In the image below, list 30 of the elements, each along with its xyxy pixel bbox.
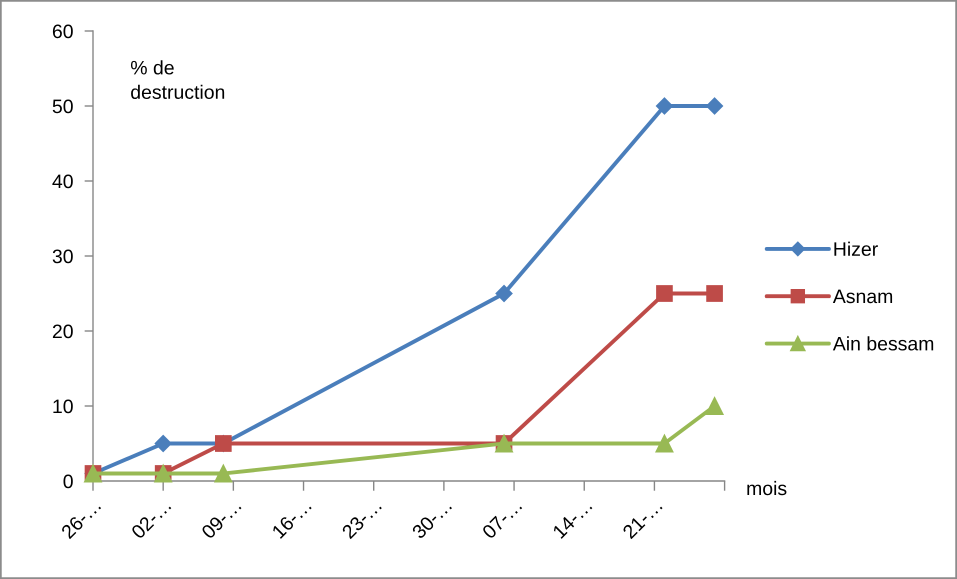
legend-label: Hizer — [834, 242, 878, 256]
point — [656, 285, 673, 302]
x-tick-label: 26-… — [60, 498, 102, 540]
y-tick-label: 10 — [53, 399, 73, 414]
x-tick-label: 07-… — [481, 498, 522, 540]
point — [495, 284, 513, 302]
x-tick-label: 21-… — [622, 498, 663, 540]
y-tick-label: 60 — [52, 24, 73, 38]
x-tick-label: 16-… — [271, 498, 312, 539]
point — [655, 434, 674, 453]
point — [214, 464, 232, 483]
legend-label: Asnam — [832, 290, 892, 304]
y-tick-label: 0 — [64, 474, 73, 488]
point — [154, 434, 172, 452]
legend-label: Ain bessam — [832, 336, 934, 351]
x-tick-label: 30-… — [411, 498, 452, 540]
point — [706, 285, 723, 302]
x-tick-label: 09-… — [200, 498, 242, 540]
x-tick-label: 02-… — [130, 498, 172, 540]
x-tick-label: 23-… — [341, 498, 382, 540]
y-tick-label: 30 — [52, 249, 73, 264]
point — [706, 97, 724, 115]
y-tick-label: 50 — [52, 99, 73, 114]
y-axis-title: % de destruction — [130, 60, 224, 99]
point — [706, 396, 724, 416]
x-tick-label: 14-… — [552, 498, 592, 539]
x-axis-title: mois — [747, 480, 786, 496]
y-tick-label: 20 — [52, 324, 73, 338]
y-tick-label: 40 — [52, 174, 73, 188]
point — [656, 97, 673, 115]
